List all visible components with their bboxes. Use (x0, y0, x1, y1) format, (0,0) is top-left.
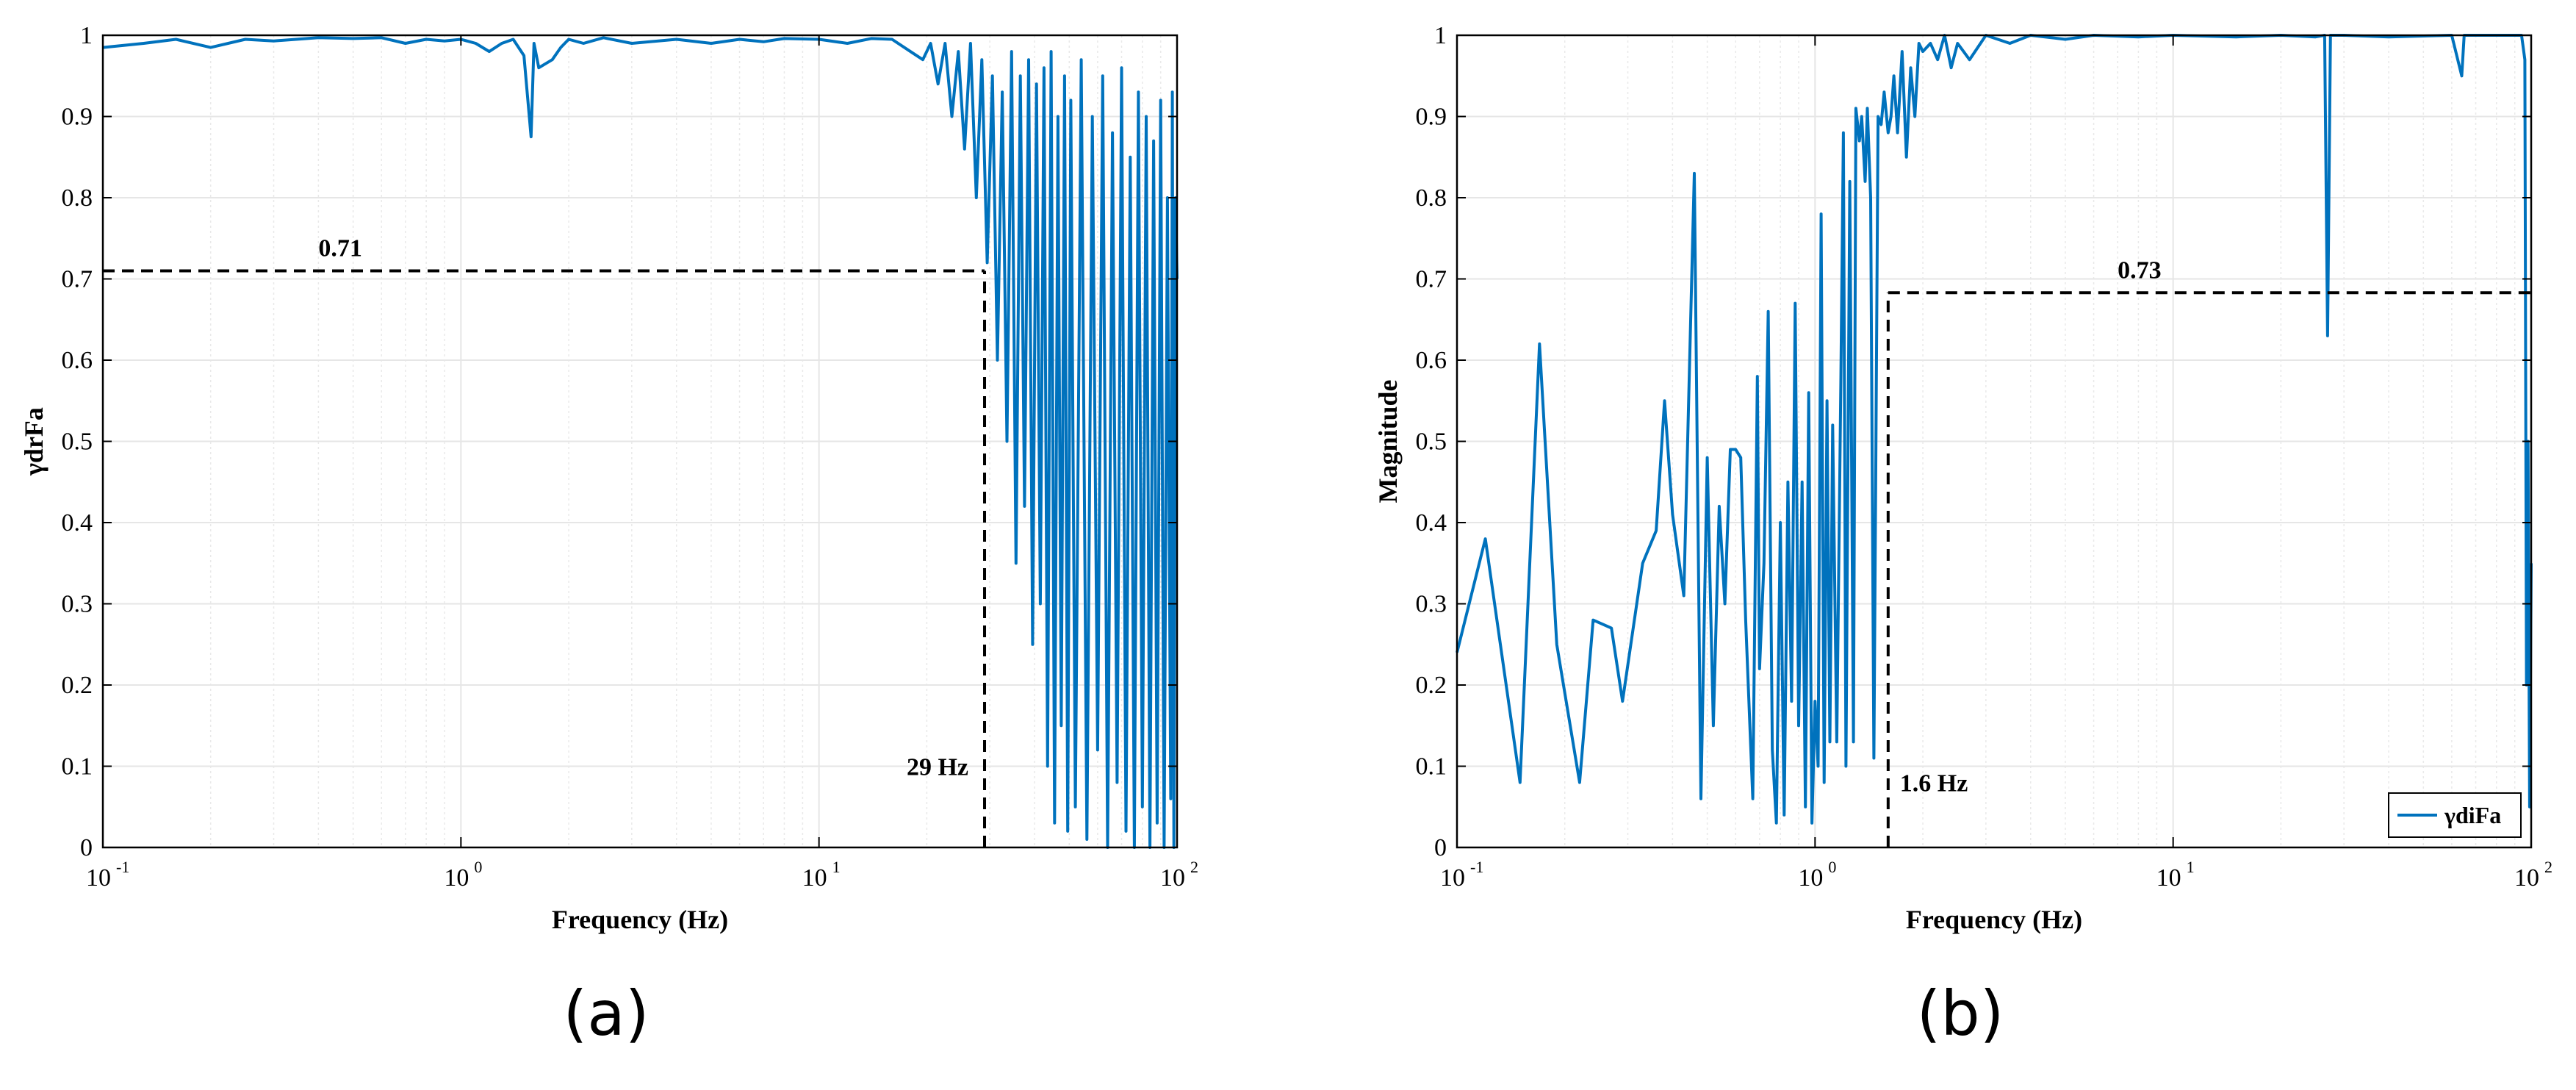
annotation-label: 0.71 (318, 234, 362, 262)
y-axis-label: Magnitude (1373, 379, 1403, 503)
x-tick-exponent: 1 (2187, 858, 2195, 876)
y-tick-label: 0.6 (1416, 347, 1447, 374)
x-tick-exponent: 0 (1828, 858, 1836, 876)
panel-caption: (b) (1917, 978, 2004, 1050)
x-tick-exponent: -1 (116, 858, 129, 876)
y-tick-label: 0.6 (62, 347, 93, 374)
y-tick-label: 0.1 (1416, 753, 1447, 781)
x-tick-exponent: 1 (832, 858, 841, 876)
x-tick-label: 10 (1798, 864, 1823, 892)
x-tick-label: 10 (802, 864, 827, 892)
y-tick-label: 0.3 (62, 591, 93, 618)
x-tick-label: 10 (444, 864, 469, 892)
y-tick-label: 0.7 (62, 266, 93, 293)
x-tick-label: 10 (2156, 864, 2181, 892)
y-tick-label: 0.8 (62, 184, 93, 212)
y-tick-label: 0.5 (1416, 429, 1447, 456)
x-tick-label: 10 (86, 864, 111, 892)
annotation-label: 1.6 Hz (1900, 770, 1968, 797)
x-tick-label: 10 (2514, 864, 2539, 892)
x-tick-exponent: -1 (1470, 858, 1483, 876)
y-tick-label: 0 (80, 834, 93, 861)
x-tick-label: 10 (1160, 864, 1185, 892)
annotation-label: 29 Hz (907, 754, 968, 781)
legend-entry: γdiFa (2444, 802, 2501, 828)
y-tick-label: 0.9 (62, 104, 93, 131)
x-tick-label: 10 (1440, 864, 1465, 892)
x-axis-label: Frequency (Hz) (1906, 905, 2082, 934)
y-tick-label: 0.9 (1416, 104, 1447, 131)
y-tick-label: 1 (80, 22, 93, 49)
y-tick-label: 0.5 (62, 429, 93, 456)
y-tick-label: 0.4 (1416, 509, 1447, 537)
y-tick-label: 0.7 (1416, 266, 1447, 293)
series-line-1 (102, 36, 1179, 849)
x-tick-exponent: 2 (2544, 858, 2552, 876)
y-tick-label: 0.4 (62, 509, 93, 537)
x-tick-exponent: 0 (474, 858, 482, 876)
y-tick-label: 0.1 (62, 753, 93, 781)
y-tick-label: 0 (1434, 834, 1447, 861)
series-line-1 (1456, 34, 2533, 825)
y-tick-label: 1 (1434, 22, 1447, 49)
y-tick-label: 0.8 (1416, 184, 1447, 212)
chart-panel-b: 0.731.6 Hz00.10.20.30.40.50.60.70.80.911… (1373, 22, 2552, 1050)
y-tick-label: 0.2 (62, 672, 93, 699)
y-tick-label: 0.3 (1416, 591, 1447, 618)
x-axis-label: Frequency (Hz) (552, 905, 728, 934)
y-axis-label: γdrFa (19, 407, 48, 476)
y-tick-label: 0.2 (1416, 672, 1447, 699)
x-tick-exponent: 2 (1190, 858, 1198, 876)
panel-caption: (a) (563, 978, 649, 1050)
annotation-label: 0.73 (2118, 257, 2162, 284)
